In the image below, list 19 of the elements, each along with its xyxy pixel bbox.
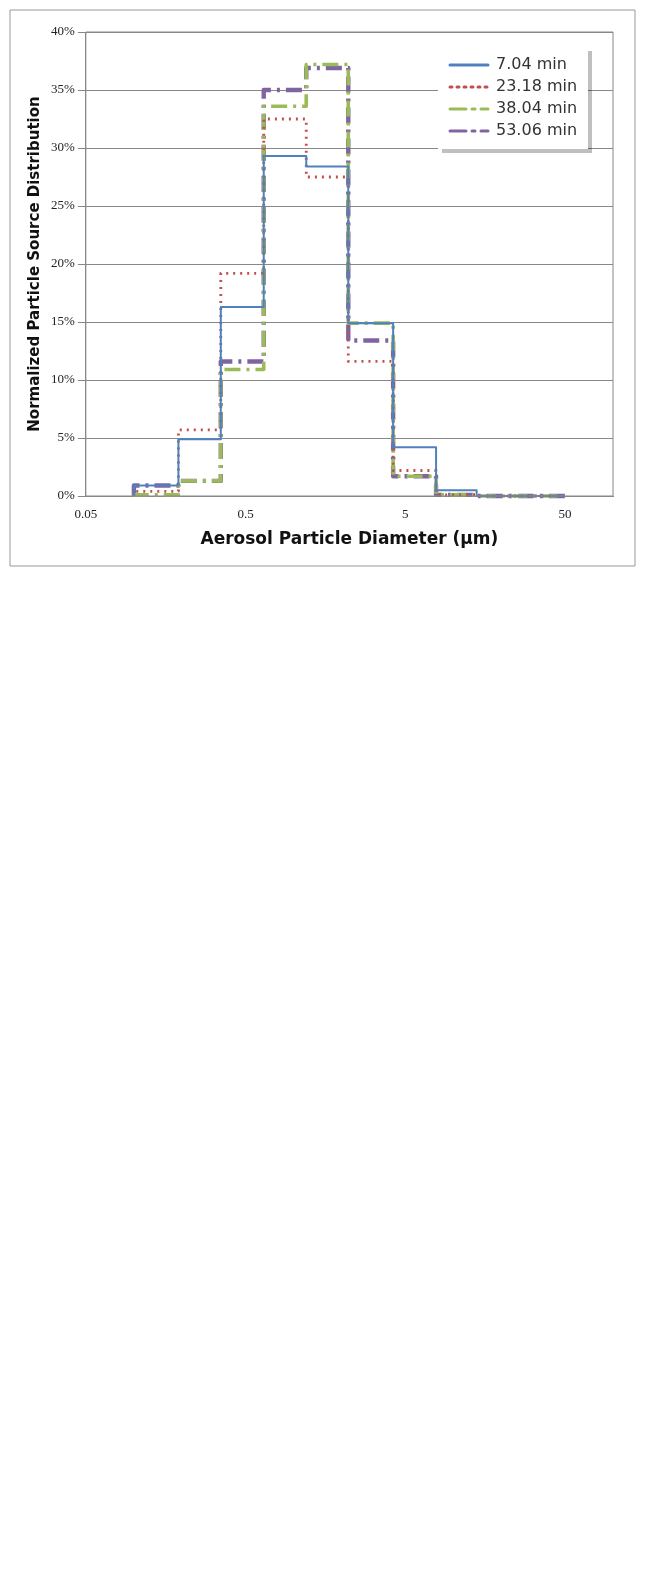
y-tick-label: 15% [50, 313, 75, 329]
y-tick-label: 5% [57, 429, 75, 445]
x-tick-label: 5 [401, 506, 409, 522]
x-axis-title: Aerosol Particle Diameter (µm) [200, 528, 499, 549]
x-tick-label: 0.05 [74, 506, 98, 522]
x-tick-label: 50 [558, 506, 572, 522]
y-axis-title: Normalized Particle Source Distribution [24, 96, 43, 432]
y-tick-label: 25% [50, 197, 75, 213]
legend-label: 23.18 min [496, 76, 578, 96]
y-tick-label: 40% [50, 23, 75, 39]
y-tick-label: 0% [57, 487, 75, 503]
y-tick-label: 10% [50, 371, 75, 387]
legend-label: 53.06 min [496, 120, 578, 140]
y-tick-label: 35% [50, 81, 75, 97]
y-tick-label: 30% [50, 139, 75, 155]
x-tick-label: 0.5 [237, 506, 254, 522]
legend-label: 38.04 min [496, 98, 578, 118]
y-tick-label: 20% [50, 255, 75, 271]
legend-label: 7.04 min [496, 54, 567, 74]
